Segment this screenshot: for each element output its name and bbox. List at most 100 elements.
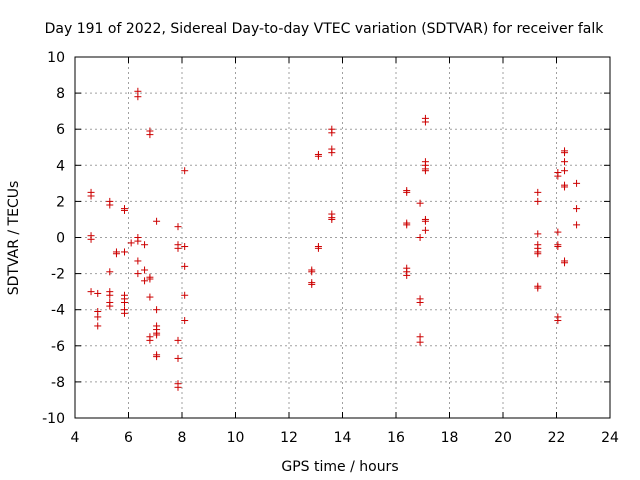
data-point — [181, 291, 189, 299]
data-point — [141, 277, 149, 285]
y-tick-label: -2 — [51, 267, 65, 283]
data-point — [120, 248, 128, 256]
data-point — [421, 167, 429, 175]
data-point — [106, 291, 114, 299]
x-tick-label: 6 — [124, 430, 133, 446]
data-point — [573, 179, 581, 187]
data-point — [174, 383, 182, 391]
data-point — [328, 129, 336, 137]
data-point — [94, 322, 102, 330]
data-point — [308, 280, 316, 288]
data-point — [534, 284, 542, 292]
data-point — [534, 188, 542, 196]
data-point — [120, 298, 128, 306]
y-tick-label: 0 — [56, 231, 65, 247]
data-point — [416, 234, 424, 241]
data-point — [181, 243, 189, 251]
data-point — [308, 268, 316, 276]
x-axis-label: GPS time / hours — [281, 459, 398, 475]
y-tick-label: -4 — [51, 303, 65, 319]
data-point — [314, 152, 322, 160]
data-point — [153, 353, 161, 361]
data-point — [328, 149, 336, 157]
data-point — [146, 275, 154, 283]
axes — [74, 56, 611, 419]
data-point — [181, 262, 189, 270]
data-point — [561, 259, 569, 267]
data-point — [146, 131, 154, 139]
data-point — [403, 221, 411, 229]
x-tick-labels: 4 6 8 10 12 14 16 18 20 22 24 — [71, 430, 619, 446]
data-point — [106, 268, 114, 276]
data-point — [416, 199, 424, 207]
data-point — [174, 354, 182, 362]
data-point — [561, 167, 569, 175]
data-point — [416, 338, 424, 346]
y-tick-labels: -10 -8 -6 -4 -2 0 2 4 6 8 10 — [42, 50, 65, 427]
y-tick-label: 4 — [56, 158, 65, 174]
y-tick-label: -6 — [51, 339, 65, 355]
data-point — [153, 217, 161, 225]
data-point — [94, 289, 102, 297]
data-point — [153, 306, 161, 314]
data-point — [134, 270, 142, 278]
data-point — [554, 228, 562, 236]
data-point — [87, 288, 95, 296]
data-point — [181, 167, 189, 175]
data-point — [421, 226, 429, 234]
y-tick-label: 8 — [56, 86, 65, 102]
data-point — [534, 250, 542, 258]
data-point — [94, 313, 102, 321]
data-point — [174, 223, 182, 231]
data-point — [134, 93, 142, 101]
data-point — [134, 237, 142, 245]
data-point — [134, 257, 142, 265]
x-tick-label: 16 — [387, 430, 405, 446]
data-point — [561, 158, 569, 166]
data-point — [146, 293, 154, 301]
chart-title: Day 191 of 2022, Sidereal Day-to-day VTE… — [45, 21, 605, 37]
x-tick-label: 8 — [178, 430, 187, 446]
data-point — [561, 149, 569, 157]
data-point — [328, 215, 336, 223]
y-axis-label: SDTVAR / TECUs — [6, 181, 22, 296]
x-tick-label: 22 — [548, 430, 566, 446]
x-tick-label: 12 — [280, 430, 298, 446]
data-point — [573, 205, 581, 213]
data-point — [421, 217, 429, 225]
data-point — [554, 317, 562, 325]
data-point — [181, 317, 189, 325]
data-point — [87, 192, 95, 200]
data-point — [120, 206, 128, 214]
data-point — [141, 266, 149, 274]
x-tick-label: 20 — [494, 430, 512, 446]
data-point — [141, 241, 149, 249]
data-point — [120, 309, 128, 317]
data-point — [106, 201, 114, 209]
data-point — [554, 243, 562, 251]
data-point — [174, 244, 182, 252]
data-point — [127, 239, 135, 247]
data-point — [421, 118, 429, 126]
data-points — [87, 87, 581, 391]
y-tick-label: 10 — [47, 50, 65, 66]
data-point — [403, 271, 411, 279]
data-point — [153, 331, 161, 339]
x-tick-label: 18 — [441, 430, 459, 446]
x-tick-label: 10 — [227, 430, 245, 446]
y-tick-label: -8 — [51, 375, 65, 391]
data-point — [106, 302, 114, 310]
data-point — [554, 172, 562, 180]
plot-border — [74, 56, 611, 419]
grid — [75, 57, 610, 418]
x-tick-label: 14 — [334, 430, 352, 446]
data-point — [314, 244, 322, 252]
data-point — [416, 298, 424, 306]
y-tick-label: 2 — [56, 194, 65, 210]
data-point — [534, 197, 542, 205]
y-tick-label: 6 — [56, 122, 65, 138]
x-tick-label: 24 — [601, 430, 619, 446]
data-point — [146, 336, 154, 344]
data-point — [561, 183, 569, 191]
